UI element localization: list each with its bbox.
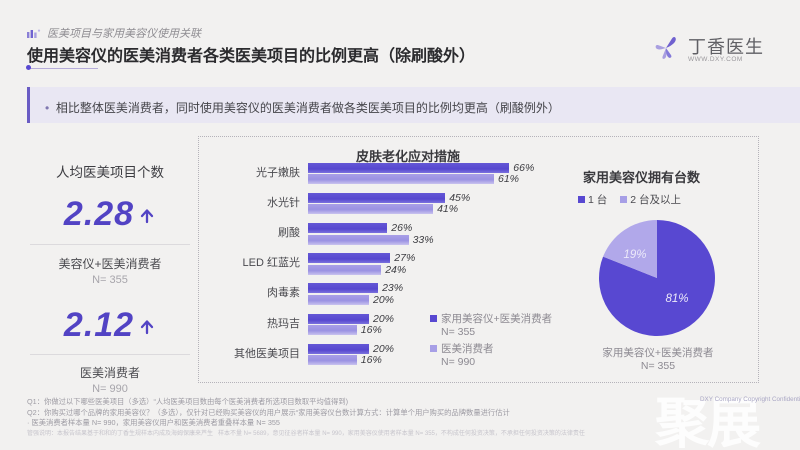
svg-text:19%: 19% bbox=[623, 249, 646, 261]
svg-text:81%: 81% bbox=[665, 293, 688, 305]
